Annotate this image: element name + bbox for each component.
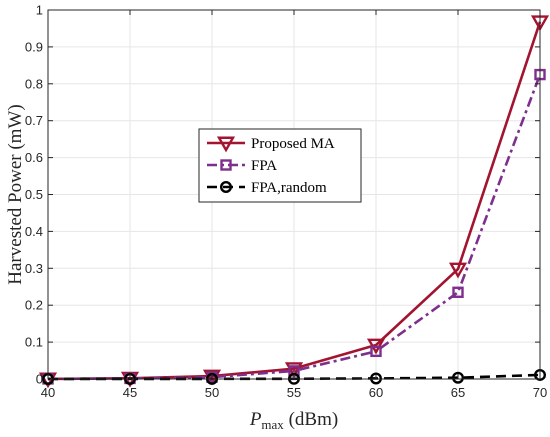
- legend-marker-2: [219, 180, 232, 193]
- y-axis-label: Harvested Power (mW): [5, 104, 26, 284]
- x-tick-label: 65: [451, 385, 465, 400]
- legend-label-0: Proposed MA: [251, 136, 335, 152]
- x-axis-label-main: P: [249, 409, 262, 430]
- y-axis-title: Harvested Power (mW): [5, 104, 26, 284]
- legend-marker-1: [220, 159, 232, 171]
- data-point-0-5: [448, 262, 468, 279]
- y-tick-label: 0.4: [25, 224, 43, 239]
- y-tick-label: 0.7: [25, 113, 43, 128]
- data-point-1-4: [370, 345, 382, 358]
- data-point-2-5: [452, 371, 465, 384]
- y-tick-label: 0.3: [25, 261, 43, 276]
- x-axis-title: Pmax (dBm): [249, 409, 338, 432]
- y-axis-ticks: 0 0.1 0.2 0.3 0.4 0.5 0.6 0.7 0.8 0.9 1: [25, 3, 540, 387]
- x-tick-label: 40: [41, 385, 55, 400]
- y-tick-label: 1: [36, 3, 43, 18]
- data-point-2-4: [370, 372, 383, 385]
- x-tick-label: 45: [123, 385, 137, 400]
- series-line-1: [47, 74, 542, 381]
- legend-label-2: FPA,random: [251, 180, 327, 196]
- legend-label-1: FPA: [251, 158, 277, 174]
- y-tick-label: 0.2: [25, 298, 43, 313]
- legend: Proposed MA FPA FPA,random: [198, 128, 362, 203]
- x-tick-label: 50: [205, 385, 219, 400]
- x-tick-label: 60: [369, 385, 383, 400]
- legend-box: [198, 128, 362, 203]
- x-tick-label: 70: [533, 385, 547, 400]
- legend-marker-0: [216, 136, 236, 153]
- y-tick-label: 0: [36, 372, 43, 387]
- x-axis-label-unit: (dBm): [284, 409, 338, 430]
- x-axis-label-sub: max: [261, 417, 284, 432]
- x-tick-label: 55: [287, 385, 301, 400]
- x-axis-label: Pmax (dBm): [249, 409, 338, 432]
- x-axis-ticks: 40 45 50 55 60 65 70: [41, 10, 547, 400]
- y-tick-label: 0.5: [25, 187, 43, 202]
- y-tick-label: 0.1: [25, 335, 43, 350]
- data-point-1-5: [452, 286, 464, 298]
- y-tick-label: 0.9: [25, 39, 43, 54]
- y-tick-label: 0.6: [25, 150, 43, 165]
- y-tick-label: 0.8: [25, 76, 43, 91]
